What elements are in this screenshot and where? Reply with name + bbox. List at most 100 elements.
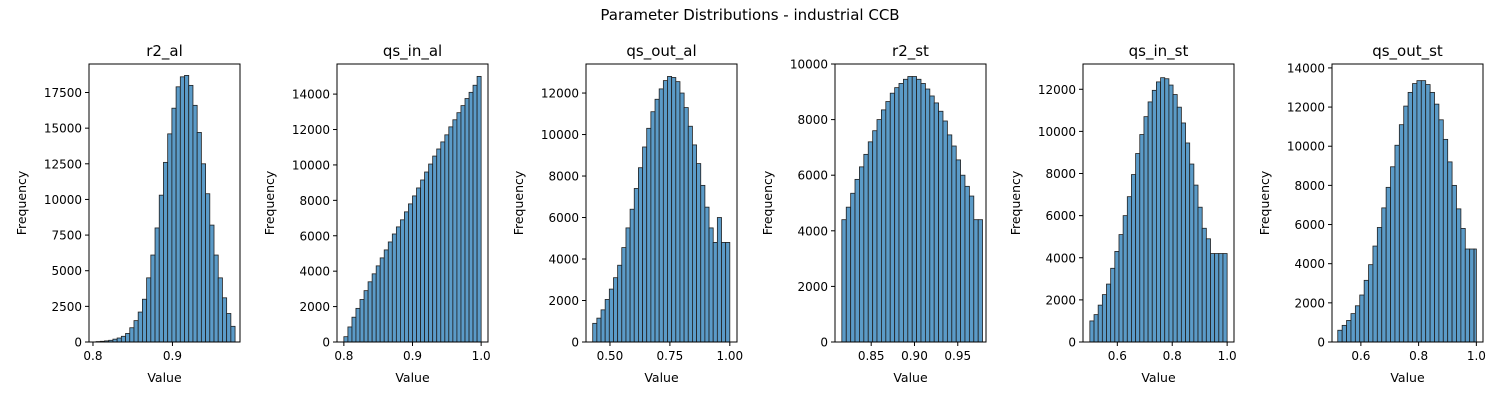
subplot-r2_st: 0 2000 4000 6000 8000 10000 0.85 0.90 0.95 r2_st V…: [760, 42, 987, 385]
histogram-bar: [200, 163, 206, 343]
axes-frame: [1331, 63, 1484, 343]
histogram-bar: [1205, 238, 1211, 343]
histogram-bar: [1093, 314, 1099, 343]
histogram-bar: [146, 277, 152, 343]
histogram-bar: [217, 277, 223, 343]
subplot-title: qs_in_st: [1129, 42, 1189, 61]
histogram-bar: [428, 163, 434, 343]
histogram-bar: [889, 92, 896, 343]
histogram-bar: [1110, 267, 1116, 343]
subplot-qs_in_st: 0 2000 4000 6000 8000 10000 12000 0.6 0.8 1.0 qs_i…: [1008, 42, 1237, 385]
histogram-bar: [885, 101, 891, 343]
histogram-bar: [420, 179, 425, 343]
x-axis-label: Value: [395, 370, 430, 385]
x-tick-label: 0.9: [163, 349, 182, 363]
histogram-bar: [687, 125, 693, 343]
histogram-bar: [683, 107, 689, 343]
histogram-bar: [977, 219, 983, 343]
histogram-bar: [658, 88, 664, 343]
histogram-bar: [1385, 186, 1391, 343]
x-axis-label: Value: [1141, 370, 1176, 385]
x-tick-label: 0.85: [858, 349, 885, 363]
histogram-bar: [460, 105, 466, 343]
histogram-bar: [1089, 320, 1095, 343]
histogram-bar: [375, 265, 381, 343]
y-tick-label: 8000: [797, 113, 828, 127]
histogram-bar: [1189, 163, 1195, 343]
histogram-bar: [951, 145, 957, 343]
subplot-qs_in_al: 0 2000 4000 6000 8000 10000 12000 14000 0.8 0.9 1.…: [262, 42, 491, 385]
histogram-bar: [633, 188, 639, 343]
histogram-bar: [841, 219, 847, 343]
histogram-bar: [1447, 161, 1453, 343]
histogram-bar: [894, 87, 900, 343]
histogram-bar: [850, 192, 856, 343]
histogram-bar: [708, 227, 714, 343]
histogram-bar: [938, 110, 944, 343]
histogram-bar: [876, 119, 882, 343]
x-tick-label: 0.95: [944, 349, 971, 363]
histogram-bar: [387, 241, 393, 343]
y-tick-label: 0: [820, 336, 828, 350]
y-tick-label: 12000: [1287, 101, 1325, 115]
histogram-bar: [1407, 91, 1413, 343]
x-tick-label: 1.0: [472, 349, 491, 363]
histogram-bar: [1176, 106, 1182, 343]
histogram-bar: [1442, 138, 1449, 343]
histogram-bar: [1151, 89, 1157, 343]
histogram-bar: [116, 337, 122, 343]
histogram-bar: [383, 249, 389, 343]
subplot-title: r2_al: [146, 42, 183, 61]
histogram-bar: [371, 273, 377, 343]
histogram-bar: [347, 326, 353, 343]
histogram-bar: [867, 141, 874, 343]
histogram-bar: [359, 299, 365, 343]
x-tick-label: 0.8: [334, 349, 353, 363]
histogram-bar: [1416, 80, 1422, 343]
histogram-bar: [167, 133, 173, 343]
histogram-bar: [1469, 248, 1475, 343]
histogram-bar: [675, 81, 681, 343]
histogram-bar: [150, 254, 156, 343]
histogram-bar: [863, 153, 869, 343]
histogram-bar: [163, 161, 169, 343]
y-tick-label: 2000: [548, 294, 579, 308]
histogram-bar: [933, 102, 939, 343]
histogram-bar: [1438, 119, 1444, 343]
y-tick-label: 2000: [299, 300, 330, 314]
histogram-bar: [907, 76, 913, 343]
histogram-bar: [1114, 251, 1120, 343]
histogram-bar: [1168, 84, 1174, 343]
histogram-bar: [1434, 103, 1440, 343]
histogram-bar: [1180, 122, 1186, 343]
histogram-bar: [222, 297, 228, 343]
histogram-bar: [613, 277, 619, 343]
axes-frame: [834, 63, 987, 343]
histogram-bar: [960, 174, 966, 343]
histogram-bar: [154, 227, 160, 343]
histogram-bar: [696, 163, 702, 343]
histogram-bar: [1193, 184, 1199, 343]
histogram-bar: [158, 194, 164, 343]
y-tick-label: 6000: [1294, 218, 1325, 232]
histogram-bar: [596, 317, 602, 343]
histogram-bar: [171, 107, 177, 343]
subplots-container: 0 2500 5000 7500 10000 12500 15000 17500 0.8 0.9 r…: [14, 42, 1486, 385]
histogram-bar: [213, 254, 219, 343]
y-tick-label: 10000: [1287, 140, 1325, 154]
x-tick-label: 0.8: [83, 349, 102, 363]
histogram-bar: [412, 195, 417, 343]
histogram-bar: [662, 80, 668, 343]
histogram-bar: [192, 104, 198, 343]
histogram-bar: [592, 322, 598, 343]
y-tick-label: 15000: [44, 122, 82, 136]
y-axis-label: Frequency: [760, 170, 775, 235]
histogram-bar: [629, 208, 635, 343]
histogram-bar: [671, 77, 677, 343]
x-axis-label: Value: [644, 370, 679, 385]
histogram-bar: [416, 187, 421, 343]
histogram-bar: [1135, 153, 1141, 343]
histogram-bar: [1412, 83, 1418, 343]
histogram-bar: [1354, 305, 1361, 343]
